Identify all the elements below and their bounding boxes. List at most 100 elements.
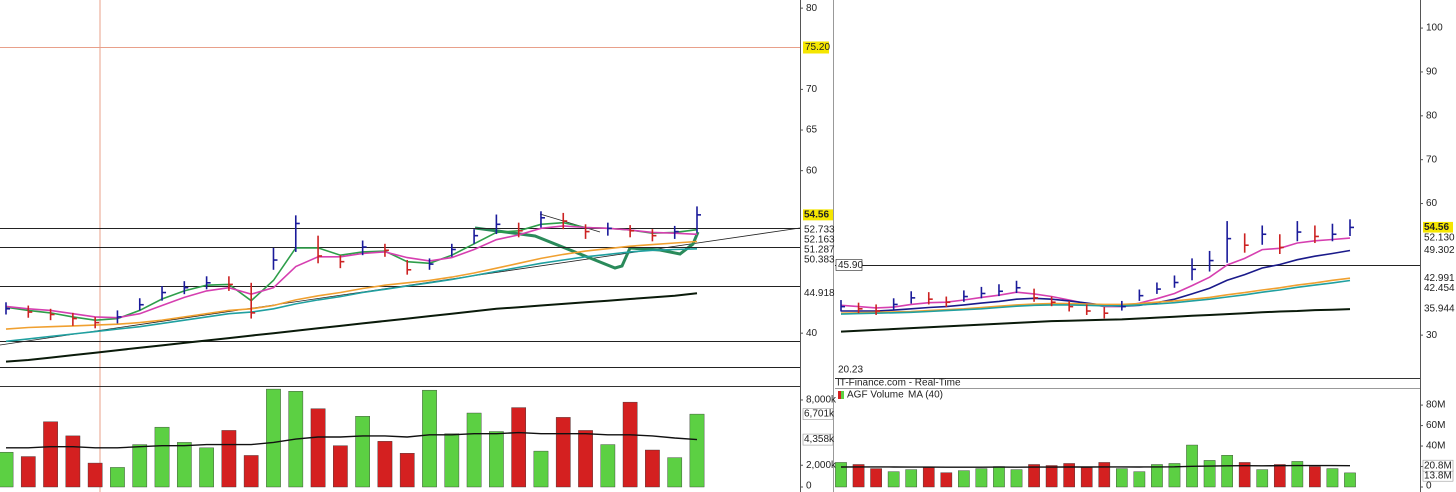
legend-label: MA (40) <box>908 390 943 401</box>
volume-bar <box>243 455 259 488</box>
value-label-box <box>803 209 833 221</box>
volume-bar <box>1221 455 1233 488</box>
volume-bar <box>43 421 58 488</box>
volume-bar <box>266 388 281 488</box>
volume-bar <box>1151 464 1163 488</box>
value-label: 51.287 <box>804 244 835 255</box>
volume-bar <box>870 468 882 488</box>
moving-average <box>5 292 698 363</box>
value-label: 20.8M <box>1424 460 1452 471</box>
moving-average <box>5 240 698 330</box>
volume-bar <box>922 467 935 488</box>
volume-bar <box>0 451 14 488</box>
value-label-box <box>802 408 834 420</box>
volume-bar <box>1063 463 1075 488</box>
y-tick-label: 80 <box>806 3 818 14</box>
value-label-box <box>1422 459 1454 472</box>
volume-bar <box>176 442 192 488</box>
crosshair-label-box <box>803 41 829 54</box>
value-label-box <box>803 244 833 256</box>
value-label: 54.56 <box>804 210 829 221</box>
volume-bar <box>399 453 415 488</box>
value-label-box <box>1423 303 1453 315</box>
value-label: 13.8M <box>1424 470 1452 481</box>
value-label-box <box>1423 232 1453 244</box>
volume-bar <box>578 430 593 488</box>
moving-average <box>5 248 698 343</box>
volume-bar <box>958 470 970 488</box>
volume-bar <box>110 467 125 488</box>
value-label-box <box>803 224 833 236</box>
volume-ma <box>6 431 698 449</box>
volume-bar <box>1098 462 1111 488</box>
volume-bar <box>466 412 482 488</box>
volume-bar <box>993 466 1005 488</box>
volume-bar <box>600 444 616 488</box>
value-label: 42.991 <box>1424 273 1455 284</box>
volume-bar <box>622 401 638 488</box>
y-tick-label: 0 <box>1426 481 1432 492</box>
value-label: 52.130 <box>1424 233 1455 244</box>
volume-bar <box>1080 467 1093 488</box>
volume-bar <box>310 408 326 488</box>
value-label-box <box>1423 272 1453 284</box>
volume-bar <box>154 426 170 488</box>
y-tick-label: 60 <box>1426 198 1438 209</box>
volume-bar <box>199 447 214 488</box>
volume-bar <box>1133 471 1146 488</box>
volume-bar <box>1344 472 1356 488</box>
value-label: 35.944 <box>1424 304 1455 315</box>
y-tick-label: 80 <box>1426 110 1438 121</box>
volume-bar <box>835 462 847 488</box>
value-label-box <box>803 287 833 299</box>
volume-bar <box>887 471 900 488</box>
volume-bar <box>377 441 393 488</box>
y-tick-label: 65 <box>806 125 818 136</box>
value-label-box <box>1423 244 1453 256</box>
y-tick-label: 90 <box>1426 67 1438 78</box>
legend-label: AGF Volume <box>847 390 904 401</box>
volume-bar <box>1291 461 1304 488</box>
volume-bar <box>422 389 437 488</box>
volume-bar <box>1203 460 1216 488</box>
volume-bar <box>1116 468 1128 488</box>
y-tick-label: 2,000k <box>806 460 837 471</box>
volume-bar <box>645 449 660 488</box>
axis-min-label: 20.23 <box>838 365 863 376</box>
y-tick-label: 0 <box>806 481 812 492</box>
volume-bar <box>1010 469 1023 488</box>
volume-bar <box>1256 469 1269 488</box>
moving-average <box>840 279 1351 315</box>
value-label: 52.163 <box>804 234 835 245</box>
source-label: IT-Finance.com - Real-Time <box>837 378 961 389</box>
volume-bar <box>1326 468 1339 488</box>
value-label-box <box>803 234 833 246</box>
value-label-box <box>803 254 833 266</box>
volume-bar <box>1168 463 1181 488</box>
volume-bar <box>1273 464 1286 488</box>
volume-bar <box>689 413 705 488</box>
volume-bar <box>1238 462 1251 488</box>
volume-bar <box>65 435 81 488</box>
volume-bar <box>905 469 918 488</box>
moving-average <box>840 308 1351 333</box>
level-label-box <box>835 259 863 271</box>
y-tick-label: 100 <box>1426 23 1443 34</box>
value-label: 44.918 <box>804 288 835 299</box>
y-tick-label: 70 <box>1426 154 1438 165</box>
value-label: 6,701k <box>804 409 835 420</box>
volume-bar <box>555 417 571 488</box>
value-label: 42.454 <box>1424 283 1455 294</box>
volume-bar <box>221 430 237 488</box>
y-tick-label: 80M <box>1426 400 1445 411</box>
y-tick-label: 30 <box>1426 330 1438 341</box>
value-label: 50.383 <box>804 254 835 265</box>
legend-swatch <box>841 391 844 399</box>
volume-bar <box>333 445 348 488</box>
value-label-box <box>1423 221 1453 233</box>
value-label: 4,358k <box>804 434 835 445</box>
y-tick-label: 40M <box>1426 441 1445 452</box>
volume-bar <box>852 464 865 488</box>
